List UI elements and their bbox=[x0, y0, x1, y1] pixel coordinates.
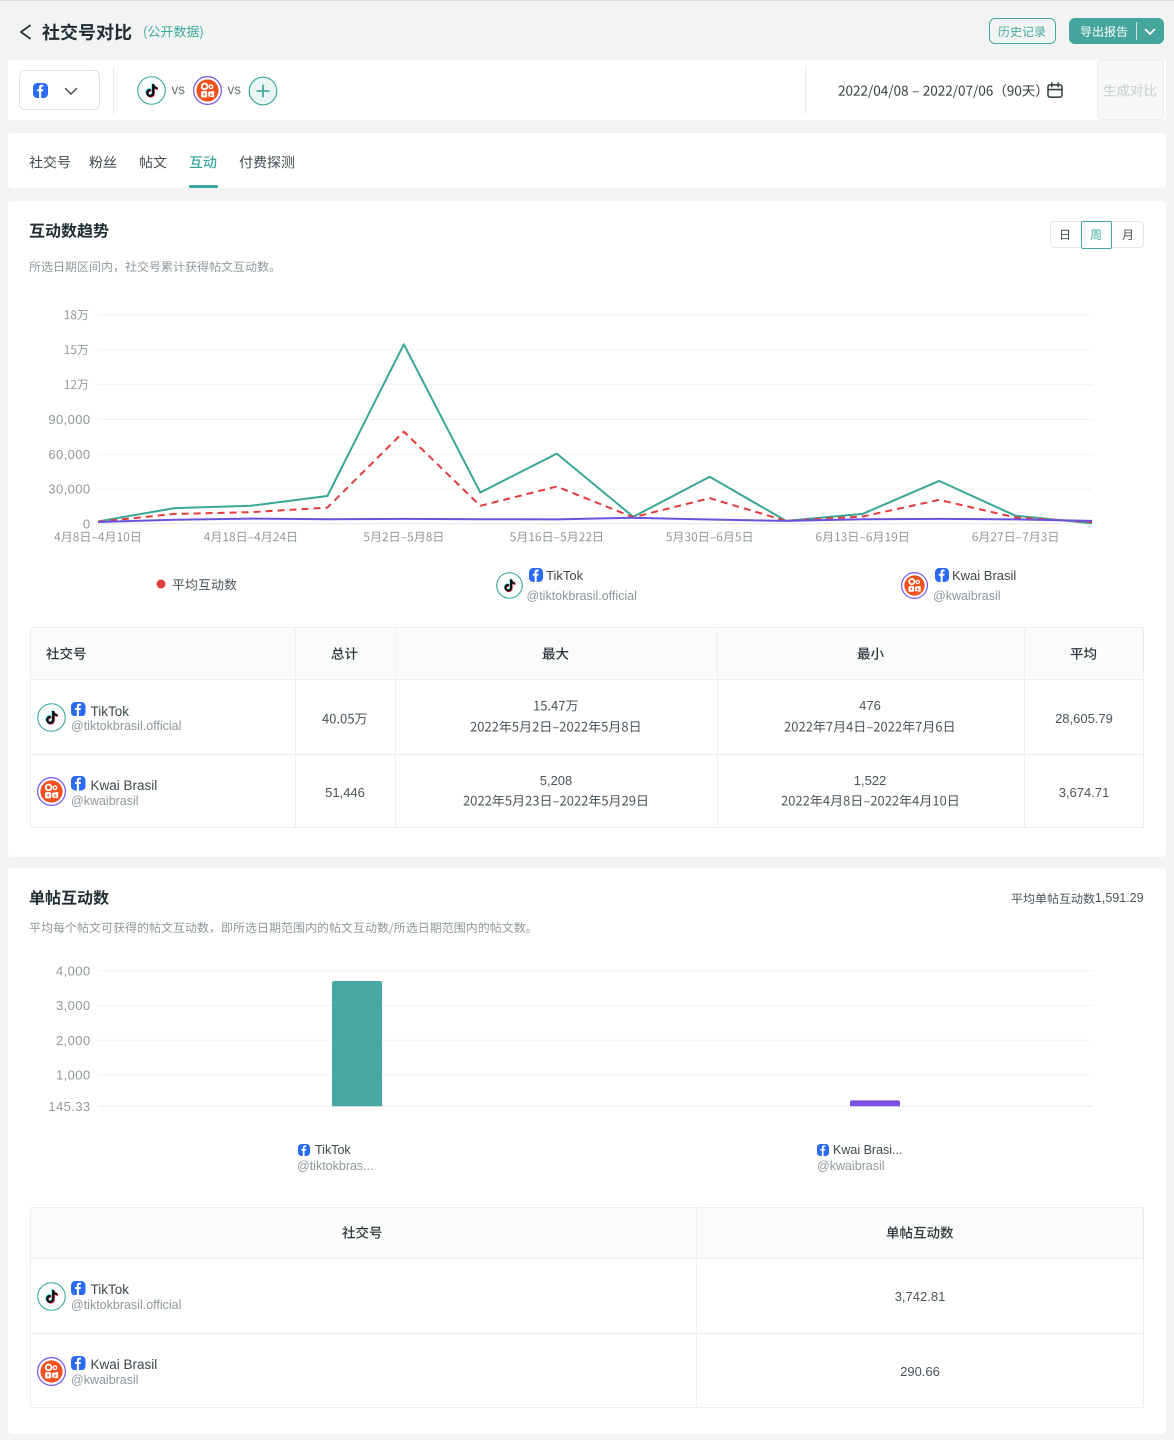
svg-text:3,000: 3,000 bbox=[56, 998, 91, 1013]
svg-text:90,000: 90,000 bbox=[48, 412, 90, 427]
svg-text:2,000: 2,000 bbox=[56, 1033, 91, 1048]
svg-text:145.33: 145.33 bbox=[48, 1099, 90, 1114]
svg-text:60,000: 60,000 bbox=[48, 447, 90, 462]
svg-text:1,000: 1,000 bbox=[56, 1068, 91, 1083]
svg-text:4,000: 4,000 bbox=[56, 963, 91, 978]
svg-text:0: 0 bbox=[83, 516, 91, 531]
svg-text:30,000: 30,000 bbox=[48, 482, 90, 497]
